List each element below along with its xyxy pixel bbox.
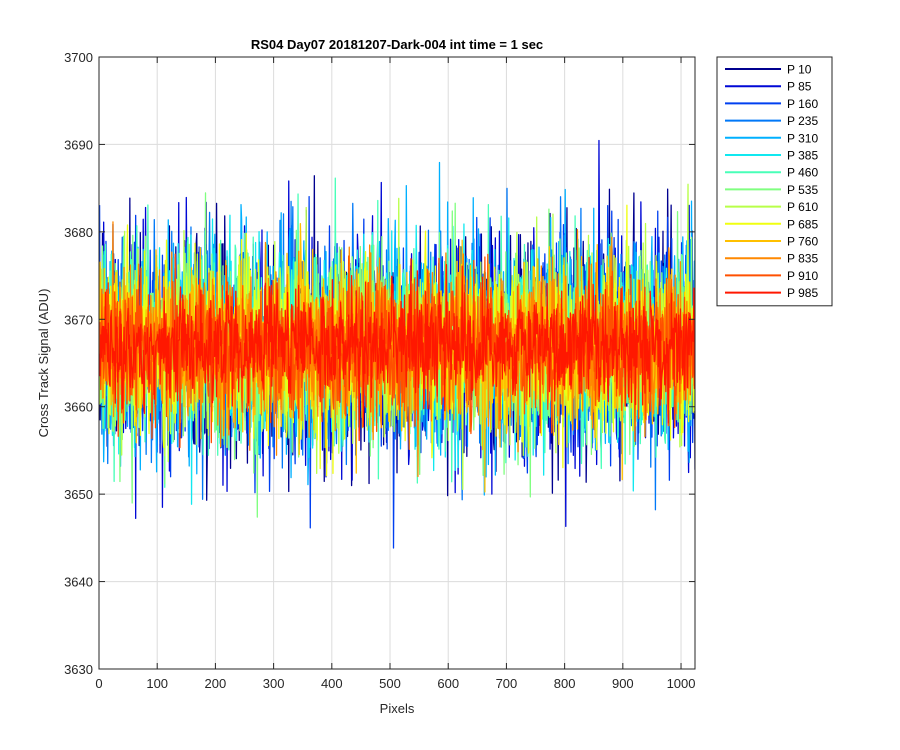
y-tick-label: 3660	[64, 400, 93, 415]
y-tick-label: 3680	[64, 225, 93, 240]
series-layer	[99, 139, 695, 549]
y-tick-label: 3630	[64, 662, 93, 677]
x-tick-label: 500	[379, 676, 401, 691]
x-tick-label: 400	[321, 676, 343, 691]
x-tick-label: 200	[205, 676, 227, 691]
legend-entry: P 685	[787, 217, 818, 231]
axis-ticks: 0 100 200 300 400 500 600 700 800 900 1000 3630 3640…	[64, 50, 695, 691]
x-tick-label: 300	[263, 676, 285, 691]
x-tick-label: 1000	[667, 676, 696, 691]
legend-entry: P 85	[787, 80, 812, 94]
legend-entry: P 310	[787, 131, 818, 145]
series-line	[99, 256, 695, 442]
legend-entry: P 985	[787, 286, 818, 300]
legend-entry: P 235	[787, 114, 818, 128]
legend-entry: P 385	[787, 149, 818, 163]
legend-entry: P 910	[787, 269, 818, 283]
y-tick-label: 3700	[64, 50, 93, 65]
y-axis-label: Cross Track Signal (ADU)	[36, 289, 51, 438]
x-tick-label: 800	[554, 676, 576, 691]
legend-entry: P 460	[787, 166, 818, 180]
legend-entry: P 10	[787, 63, 812, 77]
x-tick-label: 900	[612, 676, 634, 691]
x-tick-label: 700	[496, 676, 518, 691]
x-tick-label: 0	[95, 676, 102, 691]
legend: P 10 P 85 P 160 P 235 P 310 P 385 P 460 P 535 P …	[716, 56, 833, 307]
legend-entry: P 760	[787, 235, 818, 249]
x-tick-label: 100	[146, 676, 168, 691]
y-tick-label: 3690	[64, 137, 93, 152]
legend-entry: P 610	[787, 200, 818, 214]
y-tick-label: 3640	[64, 575, 93, 590]
x-axis-label: Pixels	[380, 701, 415, 716]
legend-entry: P 535	[787, 183, 818, 197]
legend-entry: P 835	[787, 252, 818, 266]
y-tick-label: 3650	[64, 487, 93, 502]
plot-frame	[98, 56, 696, 670]
y-tick-label: 3670	[64, 312, 93, 327]
chart-title: RS04 Day07 20181207-Dark-004 int time = …	[251, 37, 543, 52]
x-tick-label: 600	[437, 676, 459, 691]
legend-box	[716, 56, 833, 307]
legend-entry: P 160	[787, 97, 818, 111]
